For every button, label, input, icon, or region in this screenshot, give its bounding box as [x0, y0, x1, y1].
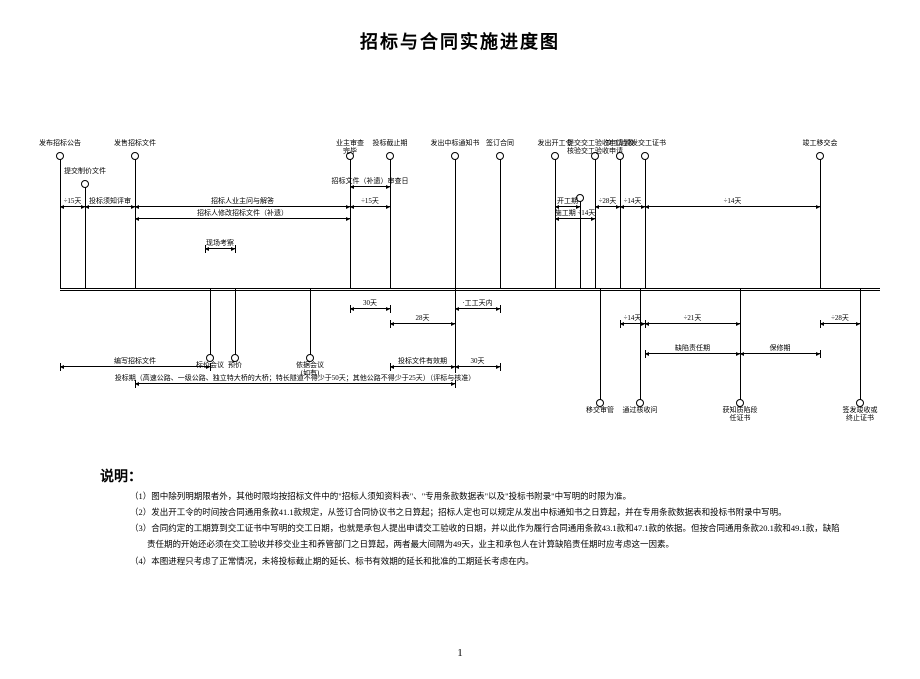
duration-arrow [740, 353, 820, 354]
duration-arrow [390, 323, 455, 324]
event-node [616, 152, 624, 160]
duration-label: ÷28天 [831, 313, 849, 323]
stem [60, 156, 61, 288]
duration-label: 招标文件（补遗）审查日 [332, 176, 409, 186]
event-node [496, 152, 504, 160]
duration-arrow [350, 308, 390, 309]
duration-arrow [135, 383, 455, 384]
event-label: 通过核收问 [623, 407, 658, 415]
event-label: 获知质陷段任证书 [723, 407, 758, 422]
duration-label: 编写招标文件 [114, 356, 156, 366]
event-label: 投标截止期 [373, 140, 408, 148]
stem [210, 288, 211, 358]
duration-arrow [60, 206, 85, 207]
explain-heading: 说明： [100, 466, 142, 486]
event-label: 提交制价文件 [64, 168, 106, 176]
duration-arrow [645, 206, 820, 207]
page-number: 1 [0, 647, 920, 659]
explain-line: （1）图中除列明期限者外，其他时限均按招标文件中的"招标人须知资料表"、"专用条… [130, 488, 860, 504]
event-node [451, 152, 459, 160]
stem [500, 156, 501, 288]
duration-arrow [390, 366, 455, 367]
duration-label: ÷15天 [361, 196, 379, 206]
event-label: 颁发交工证书 [624, 140, 666, 148]
duration-arrow [620, 323, 645, 324]
duration-arrow [60, 366, 210, 367]
duration-label: ÷28天 [599, 196, 617, 206]
duration-arrow [455, 366, 500, 367]
duration-label: 现场考察 [206, 238, 234, 248]
duration-label: 保修期 [770, 343, 791, 353]
duration-arrow [555, 218, 595, 219]
explain-line: （3）合同约定的工期算到交工证书中写明的交工日期，也就是承包人提出申请交工验收的… [130, 520, 860, 536]
event-node [816, 152, 824, 160]
explain-line: （2）发出开工令的时间按合同通用条款41.1款规定，从签订合同协议书之日算起；招… [130, 504, 860, 520]
duration-label: ·工工天内 [462, 298, 492, 308]
stem [600, 288, 601, 403]
duration-label: ÷14天 [624, 313, 642, 323]
explain-body: （1）图中除列明期限者外，其他时限均按招标文件中的"招标人须知资料表"、"专用条… [130, 488, 860, 569]
duration-label: ÷21天 [684, 313, 702, 323]
page-title: 招标与合同实施进度图 [0, 28, 920, 54]
duration-arrow [350, 186, 390, 187]
event-node [81, 180, 89, 188]
stem [235, 288, 236, 358]
duration-label: 投标文件有效期 [398, 356, 447, 366]
stem [455, 288, 456, 373]
stem [455, 156, 456, 288]
duration-arrow [205, 248, 235, 249]
duration-arrow [455, 308, 500, 309]
stem [740, 288, 741, 403]
duration-label: 投标期（高速公路、一级公路、独立特大桥的大桥；特长隧道不得少于50天；其他公路不… [115, 373, 476, 383]
duration-label: 招标人业主问与解答 [211, 196, 274, 206]
stem [620, 156, 621, 288]
stem [85, 184, 86, 288]
duration-label: ÷14天 [724, 196, 742, 206]
duration-label: ÷15天 [64, 196, 82, 206]
duration-label: 30天 [363, 298, 377, 308]
stem [640, 288, 641, 403]
stem [820, 156, 821, 288]
event-label: 移交审管 [586, 407, 614, 415]
duration-label: 开工期 [557, 196, 578, 206]
duration-label: ÷14天 [624, 196, 642, 206]
stem [645, 156, 646, 288]
event-label: 竣工移交会 [803, 140, 838, 148]
baseline [60, 288, 880, 291]
event-label: 业主审查完毕 [336, 140, 364, 155]
duration-arrow [620, 206, 645, 207]
event-label: 发出中标通知书 [431, 140, 480, 148]
duration-arrow [135, 206, 350, 207]
event-label: 发售招标文件 [114, 140, 156, 148]
timeline-diagram: 发布招标公告提交制价文件发售招标文件业主审查完毕投标截止期发出中标通知书签订合同… [60, 108, 880, 428]
event-label: 发布招标公告 [39, 140, 81, 148]
explain-line: 责任期的开始还必须在交工验收并移交业主和养管部门之日算起，两者最大间隔为49天，… [130, 536, 860, 552]
event-label: 预价 [228, 362, 242, 370]
duration-arrow [350, 206, 390, 207]
event-node [131, 152, 139, 160]
event-node [551, 152, 559, 160]
event-node [56, 152, 64, 160]
event-label: 签订合同 [486, 140, 514, 148]
duration-arrow [595, 206, 620, 207]
stem [310, 288, 311, 358]
stem [860, 288, 861, 403]
duration-label: 招标人修改招标文件（补遗） [197, 208, 288, 218]
duration-arrow [135, 218, 350, 219]
explain-line: （4）本图进程只考虑了正常情况，未将投标截止期的延长、标书有效期的延长和批准的工… [130, 553, 860, 569]
event-label: 签发竣收或终止证书 [843, 407, 878, 422]
event-node [641, 152, 649, 160]
duration-label: 28天 [416, 313, 430, 323]
duration-label: 投标须知评审 [89, 196, 131, 206]
duration-label: 施工期 ÷14天 [555, 208, 596, 218]
duration-arrow [85, 206, 135, 207]
duration-arrow [555, 206, 580, 207]
duration-arrow [645, 353, 740, 354]
duration-label: 缺陷责任期 [675, 343, 710, 353]
duration-arrow [820, 323, 860, 324]
duration-label: 30天 [471, 356, 485, 366]
duration-arrow [645, 323, 740, 324]
event-node [386, 152, 394, 160]
